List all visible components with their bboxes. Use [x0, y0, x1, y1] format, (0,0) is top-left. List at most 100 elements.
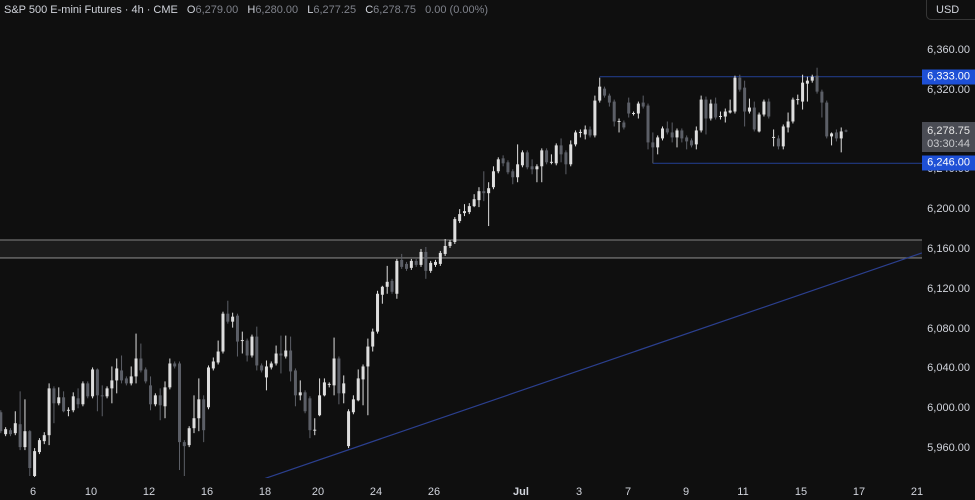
candle-down — [834, 129, 838, 142]
candle-down — [279, 335, 283, 374]
symbol-name[interactable]: S&P 500 E-mini Futures — [4, 4, 122, 16]
candle-down — [260, 363, 264, 373]
candle-down — [844, 129, 848, 133]
price-axis-label: 6,120.00 — [927, 282, 970, 295]
candle-down — [173, 361, 177, 369]
candle-up — [332, 337, 336, 396]
candle-down — [400, 253, 404, 269]
separator: · — [146, 4, 151, 16]
price-axis-label: 6,160.00 — [927, 242, 970, 255]
time-axis-label: 16 — [200, 486, 214, 498]
candle-down — [612, 99, 616, 127]
candle-up — [342, 375, 346, 404]
candle-down — [95, 368, 99, 412]
candle-down — [124, 376, 128, 386]
time-axis[interactable]: 6 10 12 16 18 20 24 26 Jul 3 7 9 11 15 17 21 — [0, 478, 975, 500]
candle-down — [820, 89, 824, 118]
candle-up — [269, 361, 273, 370]
candle-down — [62, 391, 66, 413]
candle-up — [496, 157, 500, 174]
candle-up — [71, 392, 75, 413]
candle-down — [603, 86, 607, 98]
candle-down — [588, 126, 592, 138]
time-axis-label: 17 — [852, 486, 866, 498]
candle-up — [351, 395, 355, 415]
candle-down — [646, 103, 650, 150]
time-axis-label: 3 — [575, 486, 583, 498]
candle-up — [366, 338, 370, 416]
candle-up — [520, 150, 524, 168]
candle-up — [211, 357, 215, 371]
price-axis-label: 6,360.00 — [927, 43, 970, 56]
candle-down — [714, 97, 718, 120]
candle-down — [738, 74, 742, 92]
candle-down — [670, 122, 674, 143]
candle-up — [134, 333, 138, 384]
candle-up — [187, 426, 191, 448]
candle-up — [250, 334, 254, 358]
candle-up — [298, 380, 302, 401]
candle-down — [303, 390, 307, 414]
candle-down — [665, 121, 669, 135]
candle-down — [651, 132, 655, 164]
candle-down — [641, 95, 645, 109]
candle-up — [718, 111, 722, 120]
time-axis-label: 11 — [737, 486, 749, 498]
candle-up — [796, 94, 800, 105]
candle-down — [559, 138, 563, 163]
high-value: H6,280.00 — [247, 4, 299, 16]
candle-up — [33, 448, 37, 477]
interval: 4h — [131, 4, 144, 16]
time-axis-label: 12 — [142, 486, 156, 498]
candle-up — [322, 378, 326, 397]
candle-down — [308, 396, 312, 439]
symbol-legend: S&P 500 E-mini Futures · 4h · CME O6,279.00 … — [4, 4, 488, 17]
candle-up — [231, 312, 235, 328]
candle-up — [192, 395, 196, 434]
candle-up — [801, 74, 805, 110]
trendline[interactable] — [261, 252, 922, 478]
candle-up — [839, 127, 843, 153]
candle-up — [438, 250, 442, 266]
candle-up — [675, 128, 679, 148]
candle-down — [776, 135, 780, 150]
candle-up — [66, 407, 70, 417]
time-axis-label: Jul — [513, 486, 529, 498]
candle-down — [52, 386, 56, 424]
candle-down — [545, 148, 549, 165]
candle-down — [100, 385, 104, 417]
candle-up — [110, 366, 114, 404]
time-axis-label: 26 — [427, 486, 441, 498]
candle-up — [284, 335, 288, 359]
candle-down — [405, 261, 409, 271]
candle-down — [525, 150, 529, 170]
price-axis-label: 6,040.00 — [927, 362, 970, 375]
price-zone[interactable] — [0, 239, 922, 259]
candle-up — [81, 381, 85, 407]
candle-up — [23, 399, 27, 451]
candle-down — [607, 93, 611, 107]
candle-down — [0, 410, 3, 434]
price-axis-label: 6,000.00 — [927, 402, 970, 415]
candle-down — [564, 150, 568, 175]
candle-up — [569, 140, 573, 167]
candle-up — [216, 340, 220, 365]
candle-down — [414, 258, 418, 267]
candle-up — [723, 108, 727, 123]
candle-up — [409, 258, 413, 270]
currency-label: USD — [936, 4, 960, 16]
candle-down — [627, 97, 631, 118]
candle-up — [694, 126, 698, 150]
candle-up — [221, 311, 225, 354]
chart-plot-area[interactable] — [0, 0, 922, 478]
candle-down — [18, 391, 22, 451]
candle-down — [622, 120, 626, 130]
candle-up — [42, 432, 46, 445]
candle-up — [163, 381, 167, 419]
currency-button[interactable]: USD — [926, 0, 975, 20]
candle-down — [680, 128, 684, 143]
price-axis-label: 6,200.00 — [927, 203, 970, 216]
time-axis-label: 6 — [29, 486, 37, 498]
candle-down — [76, 388, 80, 409]
